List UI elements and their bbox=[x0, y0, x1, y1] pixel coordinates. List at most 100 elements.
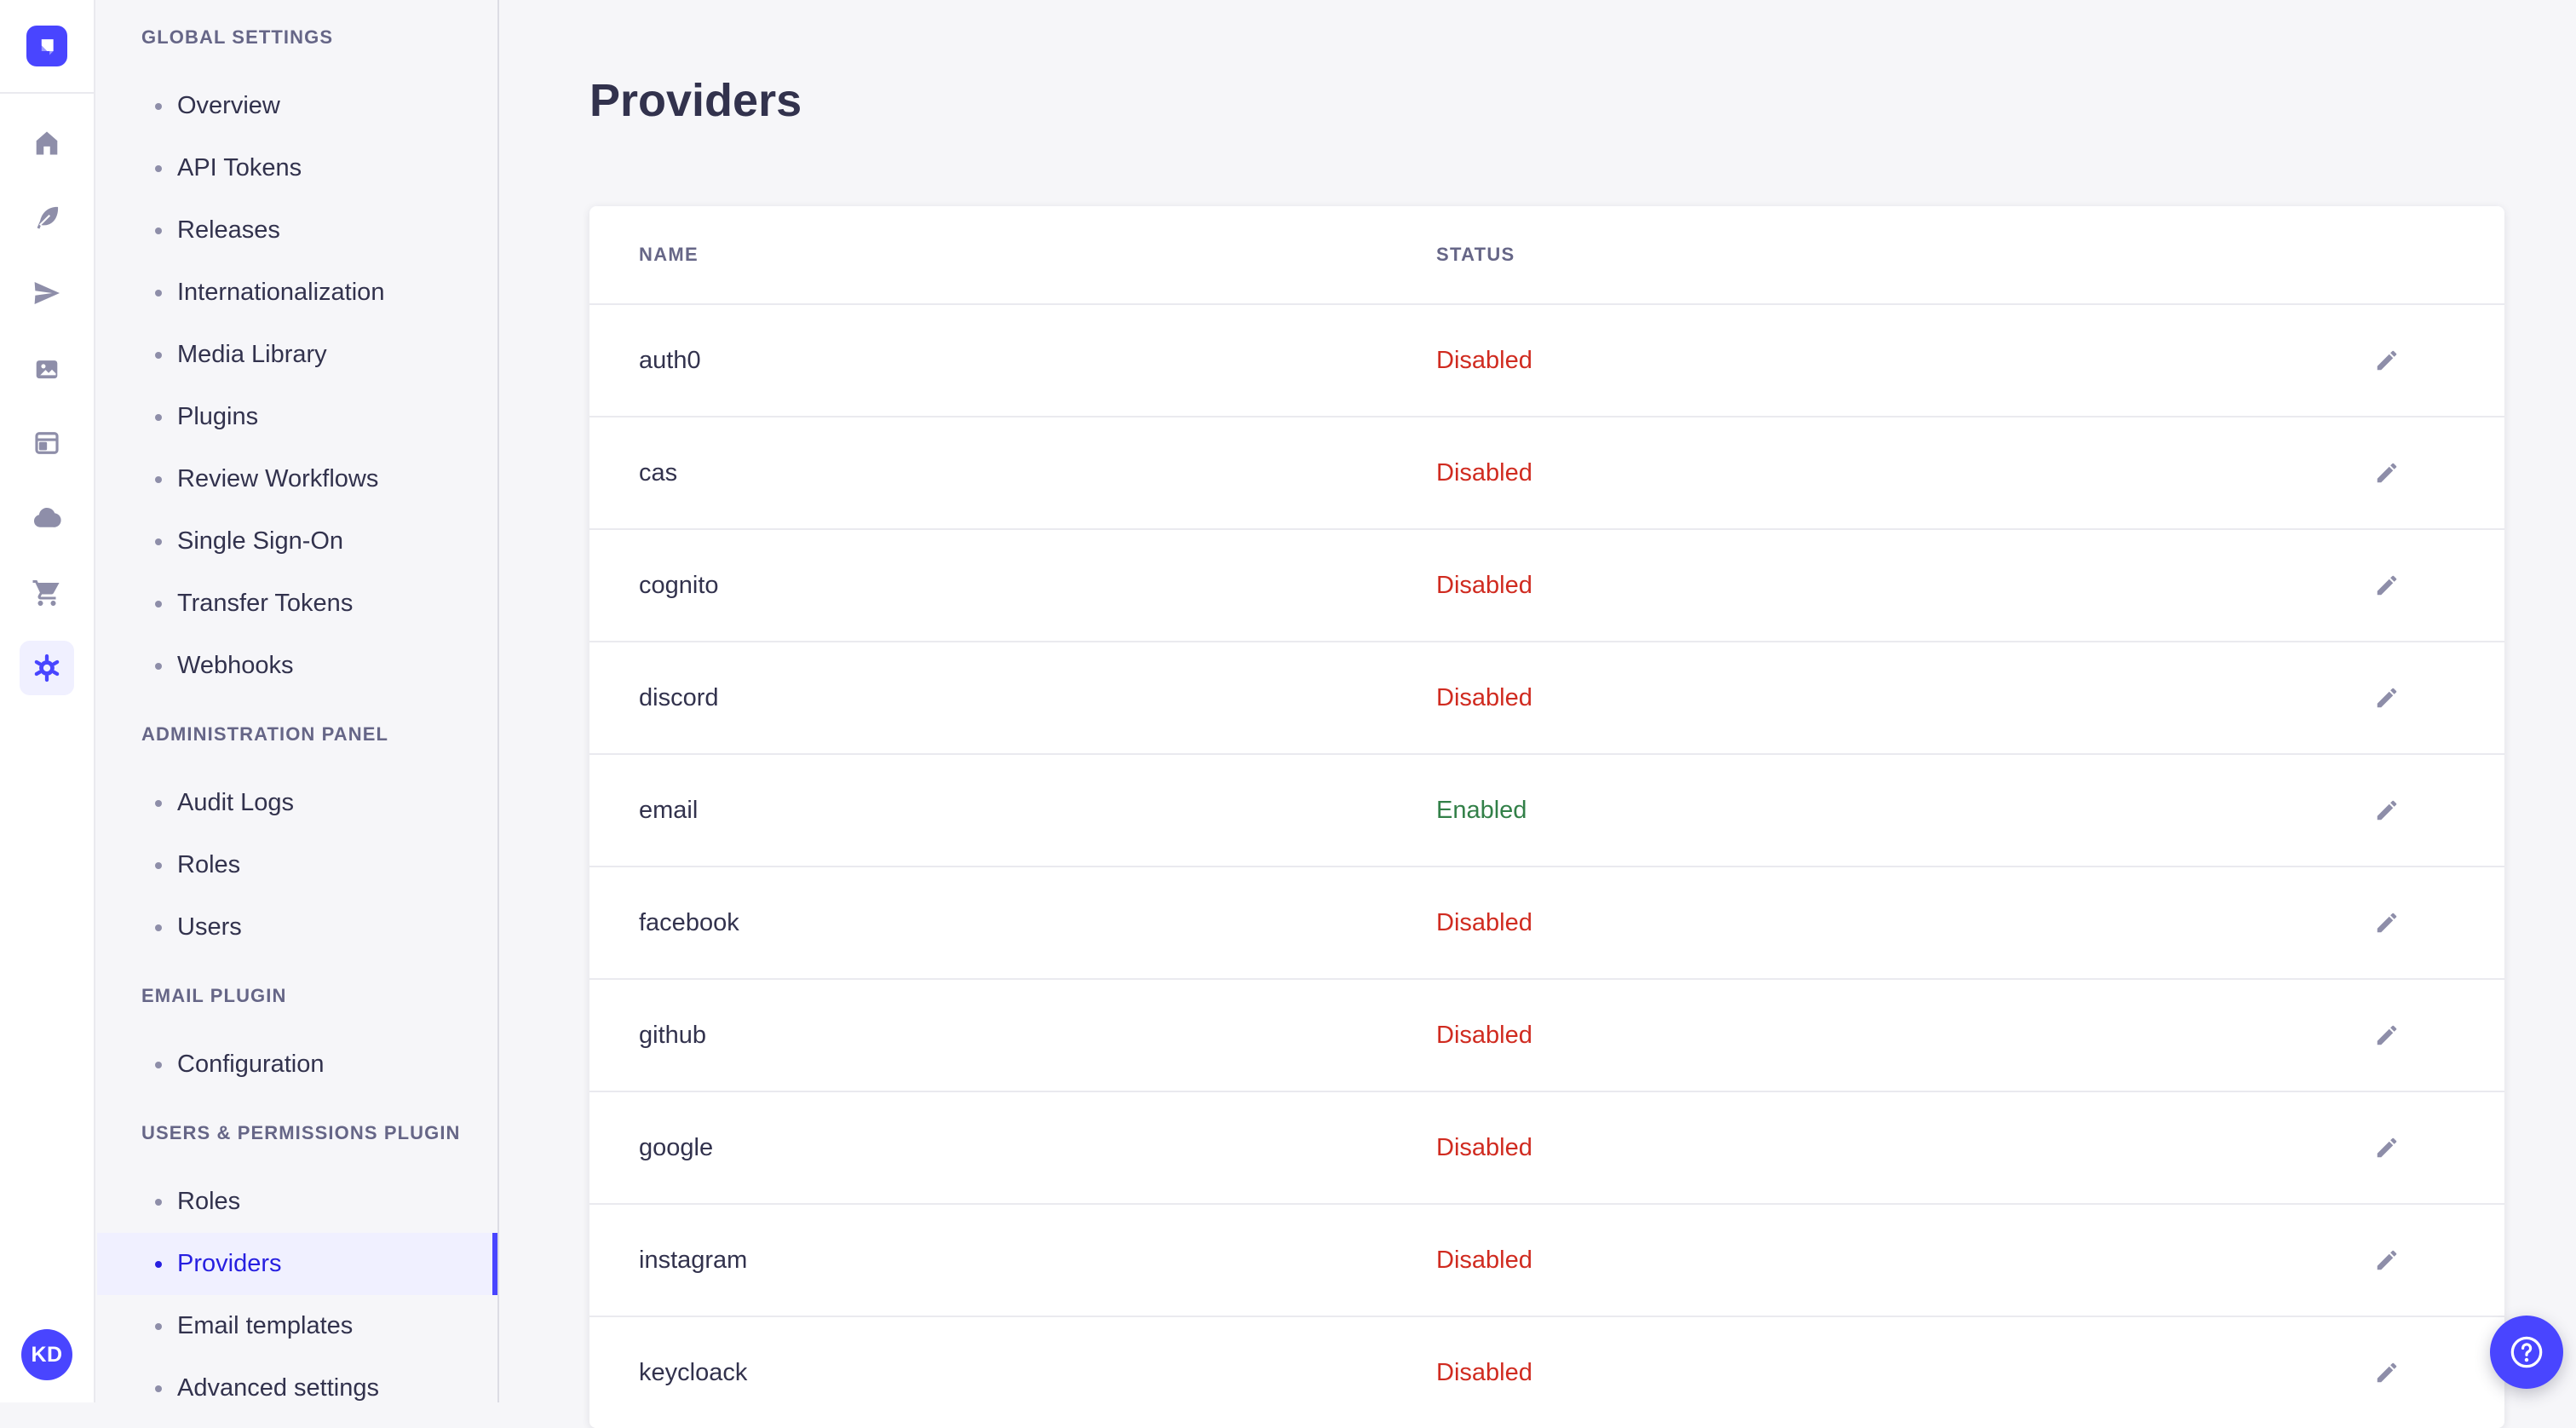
pencil-icon bbox=[2374, 460, 2400, 486]
edit-provider-button[interactable] bbox=[2363, 337, 2411, 384]
sidebar-item-label: Releases bbox=[177, 216, 280, 245]
sidebar-item-overview[interactable]: Overview bbox=[97, 75, 497, 137]
rail-item-content-builder[interactable] bbox=[9, 181, 84, 256]
edit-provider-button[interactable] bbox=[2363, 899, 2411, 947]
sidebar-section-heading-global-settings: GLOBAL SETTINGS bbox=[97, 7, 497, 68]
bullet-icon bbox=[155, 1323, 162, 1330]
sidebar-item-users[interactable]: Users bbox=[97, 896, 497, 959]
table-row-github[interactable]: github Disabled bbox=[589, 978, 2504, 1091]
pencil-icon bbox=[2374, 348, 2400, 373]
pencil-icon bbox=[2374, 1135, 2400, 1160]
sidebar-item-configuration[interactable]: Configuration bbox=[97, 1034, 497, 1096]
sidebar-item-label: Review Workflows bbox=[177, 465, 378, 493]
rail-item-media-library[interactable] bbox=[9, 331, 84, 406]
page-title: Providers bbox=[589, 75, 2576, 126]
sidebar-section-list: Audit Logs Roles Users bbox=[97, 772, 497, 959]
sidebar-item-advanced-settings[interactable]: Advanced settings bbox=[97, 1357, 497, 1402]
help-button[interactable] bbox=[2490, 1316, 2563, 1389]
bullet-icon bbox=[155, 352, 162, 359]
table-row-keycloack[interactable]: keycloack Disabled bbox=[589, 1316, 2504, 1428]
sidebar-item-label: Single Sign-On bbox=[177, 527, 343, 556]
pencil-icon bbox=[2374, 1022, 2400, 1048]
table-row-instagram[interactable]: instagram Disabled bbox=[589, 1203, 2504, 1316]
rail-item-home[interactable] bbox=[9, 106, 84, 181]
rail-item-cloud[interactable] bbox=[9, 481, 84, 556]
sidebar-item-label: Roles bbox=[177, 851, 240, 879]
table-row-discord[interactable]: discord Disabled bbox=[589, 641, 2504, 753]
sidebar-item-label: Email templates bbox=[177, 1312, 353, 1340]
sidebar-section-list: Configuration bbox=[97, 1034, 497, 1096]
rail-item-deploy[interactable] bbox=[9, 256, 84, 331]
rail-divider bbox=[0, 92, 95, 94]
provider-status: Disabled bbox=[1436, 459, 1532, 487]
sidebar-item-label: Transfer Tokens bbox=[177, 590, 353, 618]
bullet-icon bbox=[155, 414, 162, 421]
sidebar-section-list: Overview API Tokens Releases Internationali… bbox=[97, 75, 497, 697]
edit-provider-button[interactable] bbox=[2363, 449, 2411, 497]
bullet-icon bbox=[155, 800, 162, 807]
sidebar-item-plugins[interactable]: Plugins bbox=[97, 386, 497, 448]
sidebar-item-label: API Tokens bbox=[177, 154, 302, 182]
rail-item-settings[interactable] bbox=[9, 631, 84, 705]
edit-provider-button[interactable] bbox=[2363, 786, 2411, 834]
sidebar-item-label: Plugins bbox=[177, 403, 258, 431]
provider-name: cognito bbox=[639, 572, 719, 599]
edit-provider-button[interactable] bbox=[2363, 561, 2411, 609]
sidebar-item-label: Internationalization bbox=[177, 279, 384, 307]
sidebar-item-roles[interactable]: Roles bbox=[97, 834, 497, 896]
table-header: NAME STATUS bbox=[589, 206, 2504, 303]
table-row-email[interactable]: email Enabled bbox=[589, 753, 2504, 866]
user-avatar[interactable]: KD bbox=[21, 1329, 72, 1380]
table-row-cas[interactable]: cas Disabled bbox=[589, 416, 2504, 528]
sidebar-item-audit-logs[interactable]: Audit Logs bbox=[97, 772, 497, 834]
sidebar-item-single-sign-on[interactable]: Single Sign-On bbox=[97, 510, 497, 573]
sidebar-item-api-tokens[interactable]: API Tokens bbox=[97, 137, 497, 199]
bullet-icon bbox=[155, 538, 162, 545]
provider-status: Disabled bbox=[1436, 1247, 1532, 1274]
sidebar-item-label: Configuration bbox=[177, 1051, 325, 1079]
sidebar-item-label: Overview bbox=[177, 92, 280, 120]
strapi-logo bbox=[26, 26, 67, 66]
edit-provider-button[interactable] bbox=[2363, 1124, 2411, 1172]
sidebar-item-media-library[interactable]: Media Library bbox=[97, 324, 497, 386]
column-header-status: STATUS bbox=[1436, 244, 2319, 266]
edit-provider-button[interactable] bbox=[2363, 1011, 2411, 1059]
rail-item-marketplace[interactable] bbox=[9, 556, 84, 631]
sidebar-item-label: Providers bbox=[177, 1250, 282, 1278]
sidebar-item-roles[interactable]: Roles bbox=[97, 1171, 497, 1233]
provider-status: Disabled bbox=[1436, 1359, 1532, 1386]
sidebar-item-providers[interactable]: Providers bbox=[97, 1233, 497, 1295]
send-icon bbox=[32, 278, 62, 308]
bullet-icon bbox=[155, 1385, 162, 1392]
table-body: auth0 Disabled cas Disabled cognito Disa… bbox=[589, 303, 2504, 1428]
provider-status: Disabled bbox=[1436, 684, 1532, 711]
table-row-auth0[interactable]: auth0 Disabled bbox=[589, 303, 2504, 416]
sidebar-item-webhooks[interactable]: Webhooks bbox=[97, 635, 497, 697]
table-row-facebook[interactable]: facebook Disabled bbox=[589, 866, 2504, 978]
bullet-icon bbox=[155, 165, 162, 172]
sidebar-item-releases[interactable]: Releases bbox=[97, 199, 497, 262]
provider-status: Disabled bbox=[1436, 1022, 1532, 1049]
rail-nav bbox=[9, 106, 84, 705]
sidebar-section-heading-users-permissions-plugin: USERS & PERMISSIONS PLUGIN bbox=[97, 1103, 497, 1164]
provider-name: cas bbox=[639, 459, 677, 487]
rail-item-layout[interactable] bbox=[9, 406, 84, 481]
edit-provider-button[interactable] bbox=[2363, 1349, 2411, 1396]
sidebar-item-email-templates[interactable]: Email templates bbox=[97, 1295, 497, 1357]
edit-provider-button[interactable] bbox=[2363, 1236, 2411, 1284]
sidebar-item-transfer-tokens[interactable]: Transfer Tokens bbox=[97, 573, 497, 635]
column-header-name: NAME bbox=[639, 244, 1436, 266]
pencil-icon bbox=[2374, 797, 2400, 823]
strapi-logo-glyph bbox=[32, 32, 61, 60]
sidebar-item-review-workflows[interactable]: Review Workflows bbox=[97, 448, 497, 510]
provider-name: auth0 bbox=[639, 347, 701, 374]
table-row-google[interactable]: google Disabled bbox=[589, 1091, 2504, 1203]
provider-status: Enabled bbox=[1436, 797, 1527, 824]
sidebar-item-label: Media Library bbox=[177, 341, 327, 369]
sidebar-item-internationalization[interactable]: Internationalization bbox=[97, 262, 497, 324]
edit-provider-button[interactable] bbox=[2363, 674, 2411, 722]
table-row-cognito[interactable]: cognito Disabled bbox=[589, 528, 2504, 641]
pencil-icon bbox=[2374, 1247, 2400, 1273]
provider-status: Disabled bbox=[1436, 347, 1532, 374]
sidebar-item-label: Users bbox=[177, 913, 242, 941]
